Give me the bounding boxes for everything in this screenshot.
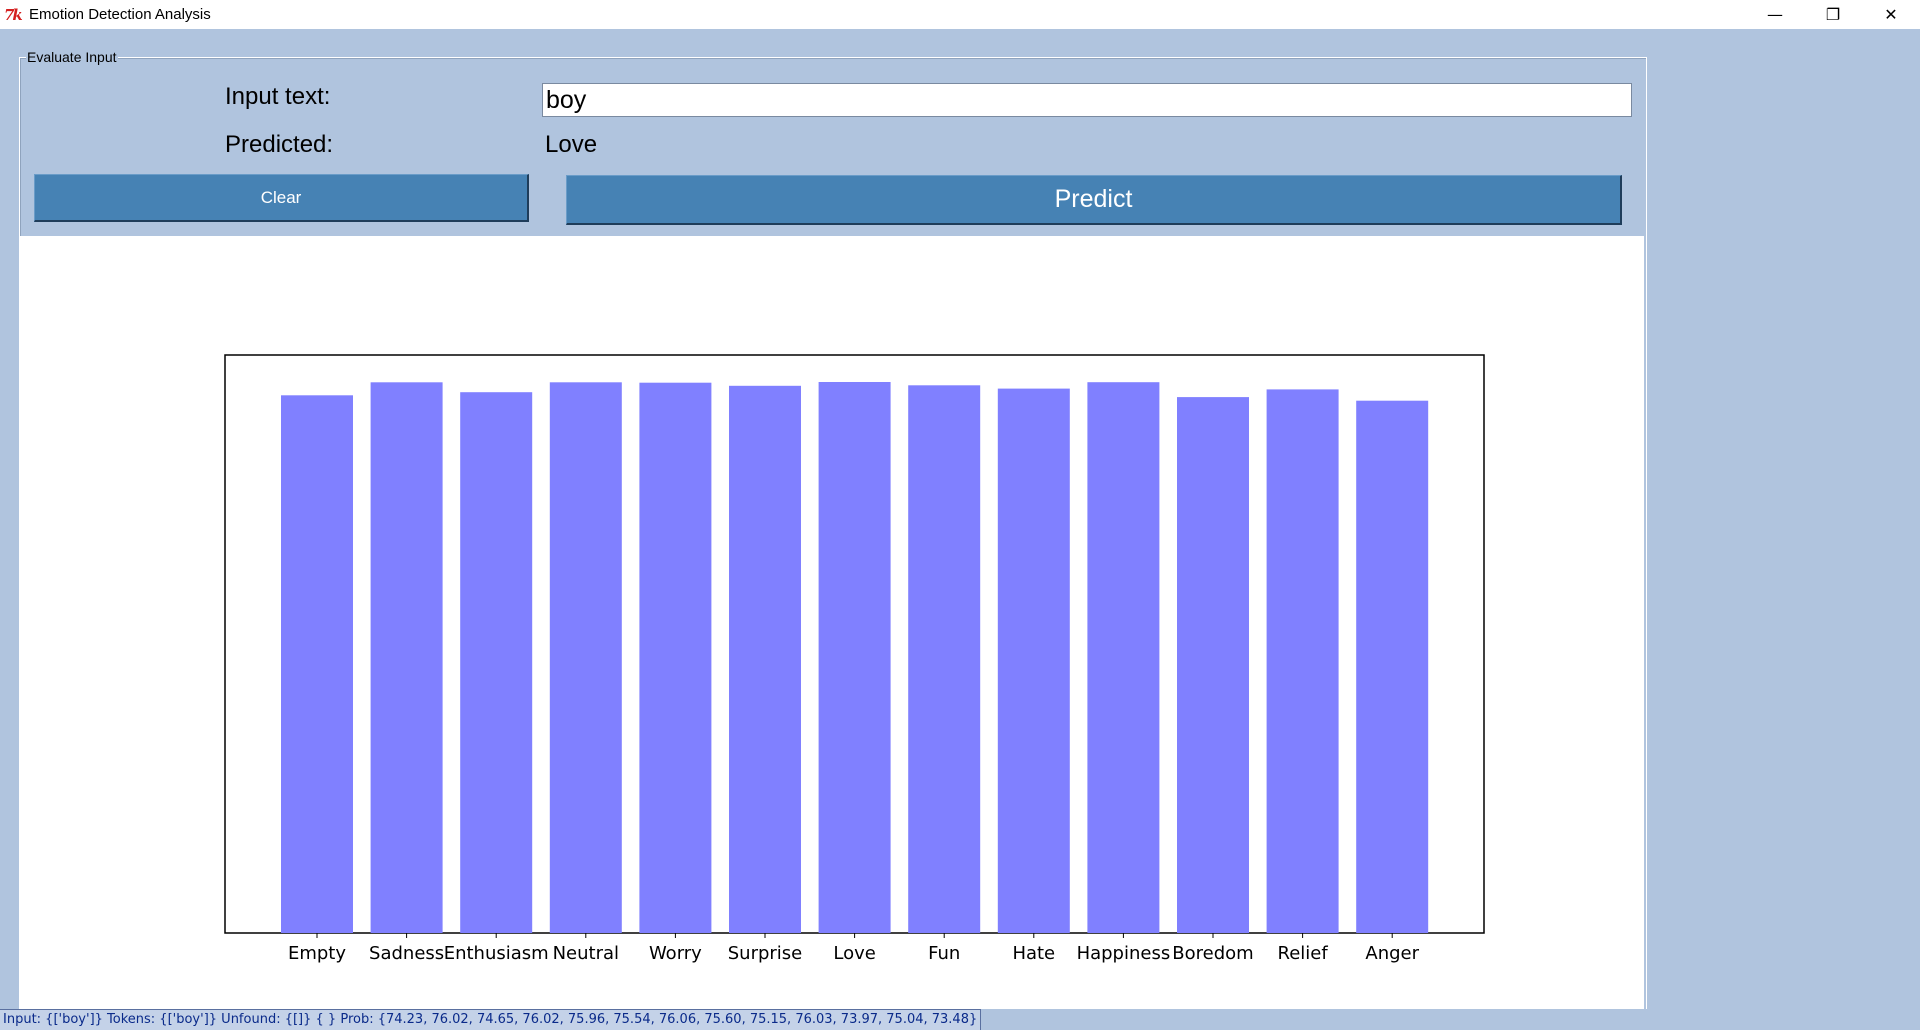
predicted-value: Love [545,131,598,158]
x-tick-label: Empty [288,943,346,964]
x-tick-label: Neutral [553,943,619,964]
x-tick-label: Surprise [728,943,803,964]
x-tick-label: Relief [1278,943,1329,964]
predicted-label: Predicted: [225,131,334,158]
x-tick-label: Fun [928,943,960,964]
title-bar: 7k Emotion Detection Analysis — ❐ ✕ [0,0,1920,29]
bar-fun [908,385,981,933]
x-tick-label: Boredom [1172,943,1253,964]
status-bar: Input: {['boy']} Tokens: {['boy']} Unfou… [0,1009,1920,1030]
bar-happiness [1087,382,1160,933]
x-tick-label: Anger [1365,943,1419,964]
x-tick-label: Happiness [1077,943,1171,964]
input-text-label: Input text: [225,83,331,110]
app-window: Evaluate Input Input text: Predicted: Lo… [0,29,1920,1029]
predict-button[interactable]: Predict [566,175,1622,225]
bar-boredom [1177,397,1249,934]
bar-chart: Empty Sadness Enthusiasm Neutral Worry Surpri… [224,354,1485,964]
bar-empty [281,395,353,933]
input-text-field[interactable] [542,83,1632,117]
x-tick-label: Hate [1012,943,1055,964]
x-tick-label: Worry [649,943,702,964]
bar-anger [1356,400,1429,933]
bar-relief [1266,389,1339,933]
bar-enthusiasm [460,392,533,933]
x-tick-label: Love [833,943,875,964]
bar-sadness [370,382,443,933]
x-tick-label: Sadness [369,943,444,964]
minimize-icon[interactable]: — [1767,5,1783,24]
restore-icon[interactable]: ❐ [1825,5,1841,24]
bar-worry [639,382,712,933]
window-title: Emotion Detection Analysis [29,6,211,23]
frame-label: Evaluate Input [26,49,118,65]
x-tick-label: Enthusiasm [444,943,549,964]
bar-neutral [549,382,622,933]
status-text: Input: {['boy']} Tokens: {['boy']} Unfou… [0,1009,982,1030]
bar-love [818,382,891,933]
chart-canvas: Empty Sadness Enthusiasm Neutral Worry Surpri… [20,236,1644,1014]
clear-button[interactable]: Clear [34,174,529,222]
close-icon[interactable]: ✕ [1884,5,1898,24]
bar-surprise [729,385,801,933]
tk-icon: 7k [4,5,23,24]
bar-hate [997,388,1070,934]
window-controls: — ❐ ✕ [1746,0,1920,29]
